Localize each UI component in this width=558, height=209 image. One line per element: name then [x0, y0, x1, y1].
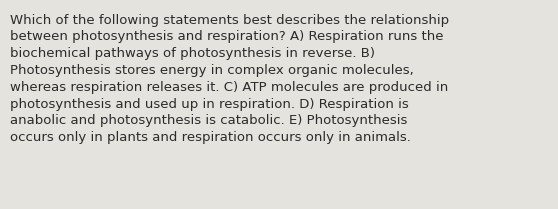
Text: Which of the following statements best describes the relationship
between photos: Which of the following statements best d…: [10, 14, 449, 144]
